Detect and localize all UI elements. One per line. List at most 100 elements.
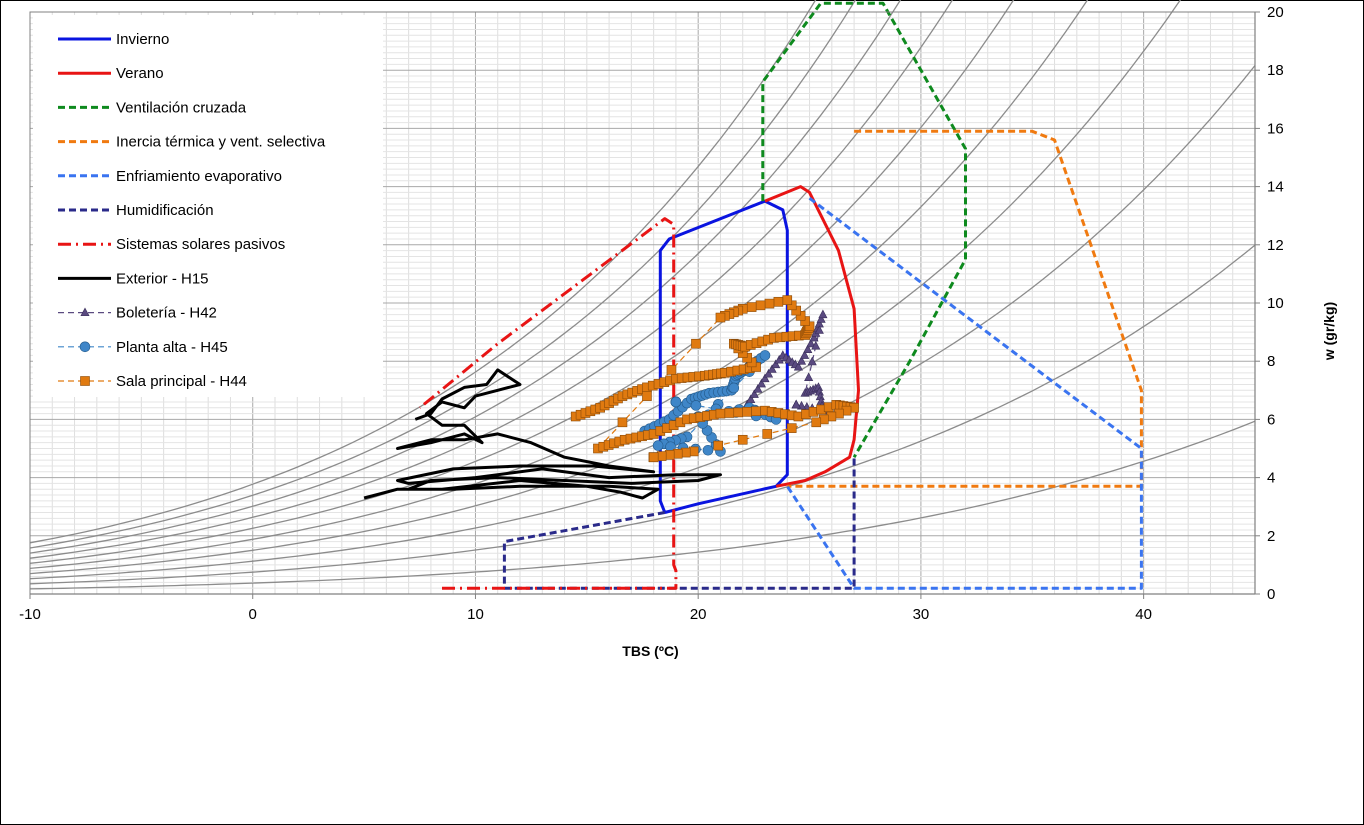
marker-square: [733, 407, 744, 418]
y-tick-label: 20: [1267, 4, 1284, 21]
rh-curve-30: [29, 65, 1256, 580]
series-line-6: [418, 217, 678, 590]
legend-label: Planta alta - H45: [116, 339, 228, 356]
rh-curve-80: [29, 0, 902, 554]
marker-square: [656, 451, 667, 461]
marker-square: [751, 406, 761, 417]
marker-triangle: [749, 389, 759, 398]
marker-triangle: [774, 354, 784, 364]
legend: Invierno Verano Ventilación cruzada Inercia…: [33, 15, 383, 397]
x-tick-label: 0: [249, 606, 257, 623]
marker-triangle: [771, 359, 781, 369]
legend-label: Boletería - H42: [116, 305, 217, 322]
marker-triangle: [816, 314, 826, 323]
legend-item: Sistemas solares pasivos: [58, 236, 285, 253]
marker-circle: [670, 396, 682, 408]
marker-square: [737, 434, 748, 445]
marker-circle: [652, 440, 664, 451]
y-tick-label: 12: [1267, 237, 1284, 254]
marker-square: [811, 417, 822, 428]
series-line-2: [761, 1, 967, 458]
marker-square: [713, 440, 724, 451]
y-tick-label: 0: [1267, 586, 1275, 603]
marker-square: [746, 302, 757, 312]
x-tick-label: 20: [690, 606, 707, 623]
marker-square: [642, 391, 652, 401]
legend-item: Ventilación cruzada: [58, 99, 247, 116]
marker-triangle: [818, 309, 828, 319]
series-line-7: [363, 368, 722, 500]
marker-square: [688, 446, 699, 457]
marker-circle: [79, 341, 91, 353]
marker-square: [80, 376, 90, 386]
marker-triangle: [807, 356, 817, 366]
legend-label: Ventilación cruzada: [116, 99, 247, 116]
series-line-0: [658, 199, 789, 514]
marker-triangle: [806, 338, 816, 348]
marker-triangle: [756, 378, 766, 388]
marker-square: [755, 300, 766, 311]
y-tick-label: 2: [1267, 528, 1275, 545]
y-axis-title: w (gr/kg): [1321, 302, 1337, 361]
legend-label: Inercia térmica y vent. selectiva: [116, 134, 326, 151]
series-line-1: [764, 185, 860, 488]
axes: -10 0 10 20 30 40 0 2 4 6 8 10 12 14 16 18 20: [19, 4, 1284, 623]
legend-item: Verano: [58, 65, 164, 82]
marker-square: [773, 297, 784, 307]
marker-square: [664, 450, 675, 460]
marker-square: [715, 408, 726, 419]
marker-triangle: [811, 340, 821, 350]
marker-square: [786, 423, 797, 433]
legend-box: [33, 15, 383, 397]
rh-curve-90: [29, 0, 857, 549]
marker-square: [666, 365, 677, 375]
marker-square: [782, 295, 793, 305]
marker-square: [762, 429, 773, 439]
legend-label: Verano: [116, 65, 164, 82]
rh-curve-70: [29, 0, 954, 559]
legend-item: Planta alta - H45: [58, 339, 228, 356]
marker-square: [715, 312, 726, 323]
marker-square: [648, 452, 659, 463]
x-tick-label: 40: [1135, 606, 1152, 623]
marker-triangle: [767, 364, 777, 373]
marker-triangle: [764, 368, 774, 378]
legend-label: Sala principal - H44: [116, 373, 247, 390]
marker-square: [617, 417, 628, 428]
legend-item: Exterior - H15: [58, 270, 209, 287]
marker-triangle: [814, 325, 824, 334]
marker-triangle: [793, 361, 803, 371]
legend-item: Inercia térmica y vent. selectiva: [58, 134, 326, 151]
x-tick-label: -10: [19, 606, 41, 623]
legend-item: Sala principal - H44: [58, 373, 247, 390]
marker-square: [680, 447, 691, 458]
marker-triangle: [800, 350, 810, 359]
y-tick-label: 10: [1267, 295, 1284, 312]
rh-curve-10: [29, 420, 1256, 590]
marker-circle: [702, 444, 714, 456]
x-tick-label: 30: [913, 606, 930, 623]
legend-item: Enfriamiento evaporativo: [58, 168, 282, 185]
y-tick-label: 18: [1267, 62, 1284, 79]
y-tick-label: 6: [1267, 411, 1275, 428]
legend-label: Humidificación: [116, 202, 214, 219]
marker-circle: [690, 400, 702, 411]
marker-triangle: [803, 344, 813, 354]
series-line-3: [787, 129, 1143, 488]
legend-label: Exterior - H15: [116, 270, 209, 287]
marker-triangle: [80, 307, 90, 317]
x-axis-title: TBS (ºC): [622, 643, 678, 659]
marker-triangle: [796, 356, 807, 365]
x-tick-label: 10: [467, 606, 484, 623]
marker-square: [672, 448, 683, 459]
rh-curve-50: [29, 0, 1089, 570]
marker-triangle: [753, 383, 763, 393]
marker-square: [742, 407, 752, 417]
marker-square: [764, 298, 775, 309]
marker-triangle: [791, 399, 801, 409]
marker-triangle: [809, 332, 819, 342]
rh-curve-40: [29, 0, 1182, 575]
marker-layer: [570, 295, 859, 463]
rh-curve-60: [29, 0, 1015, 564]
